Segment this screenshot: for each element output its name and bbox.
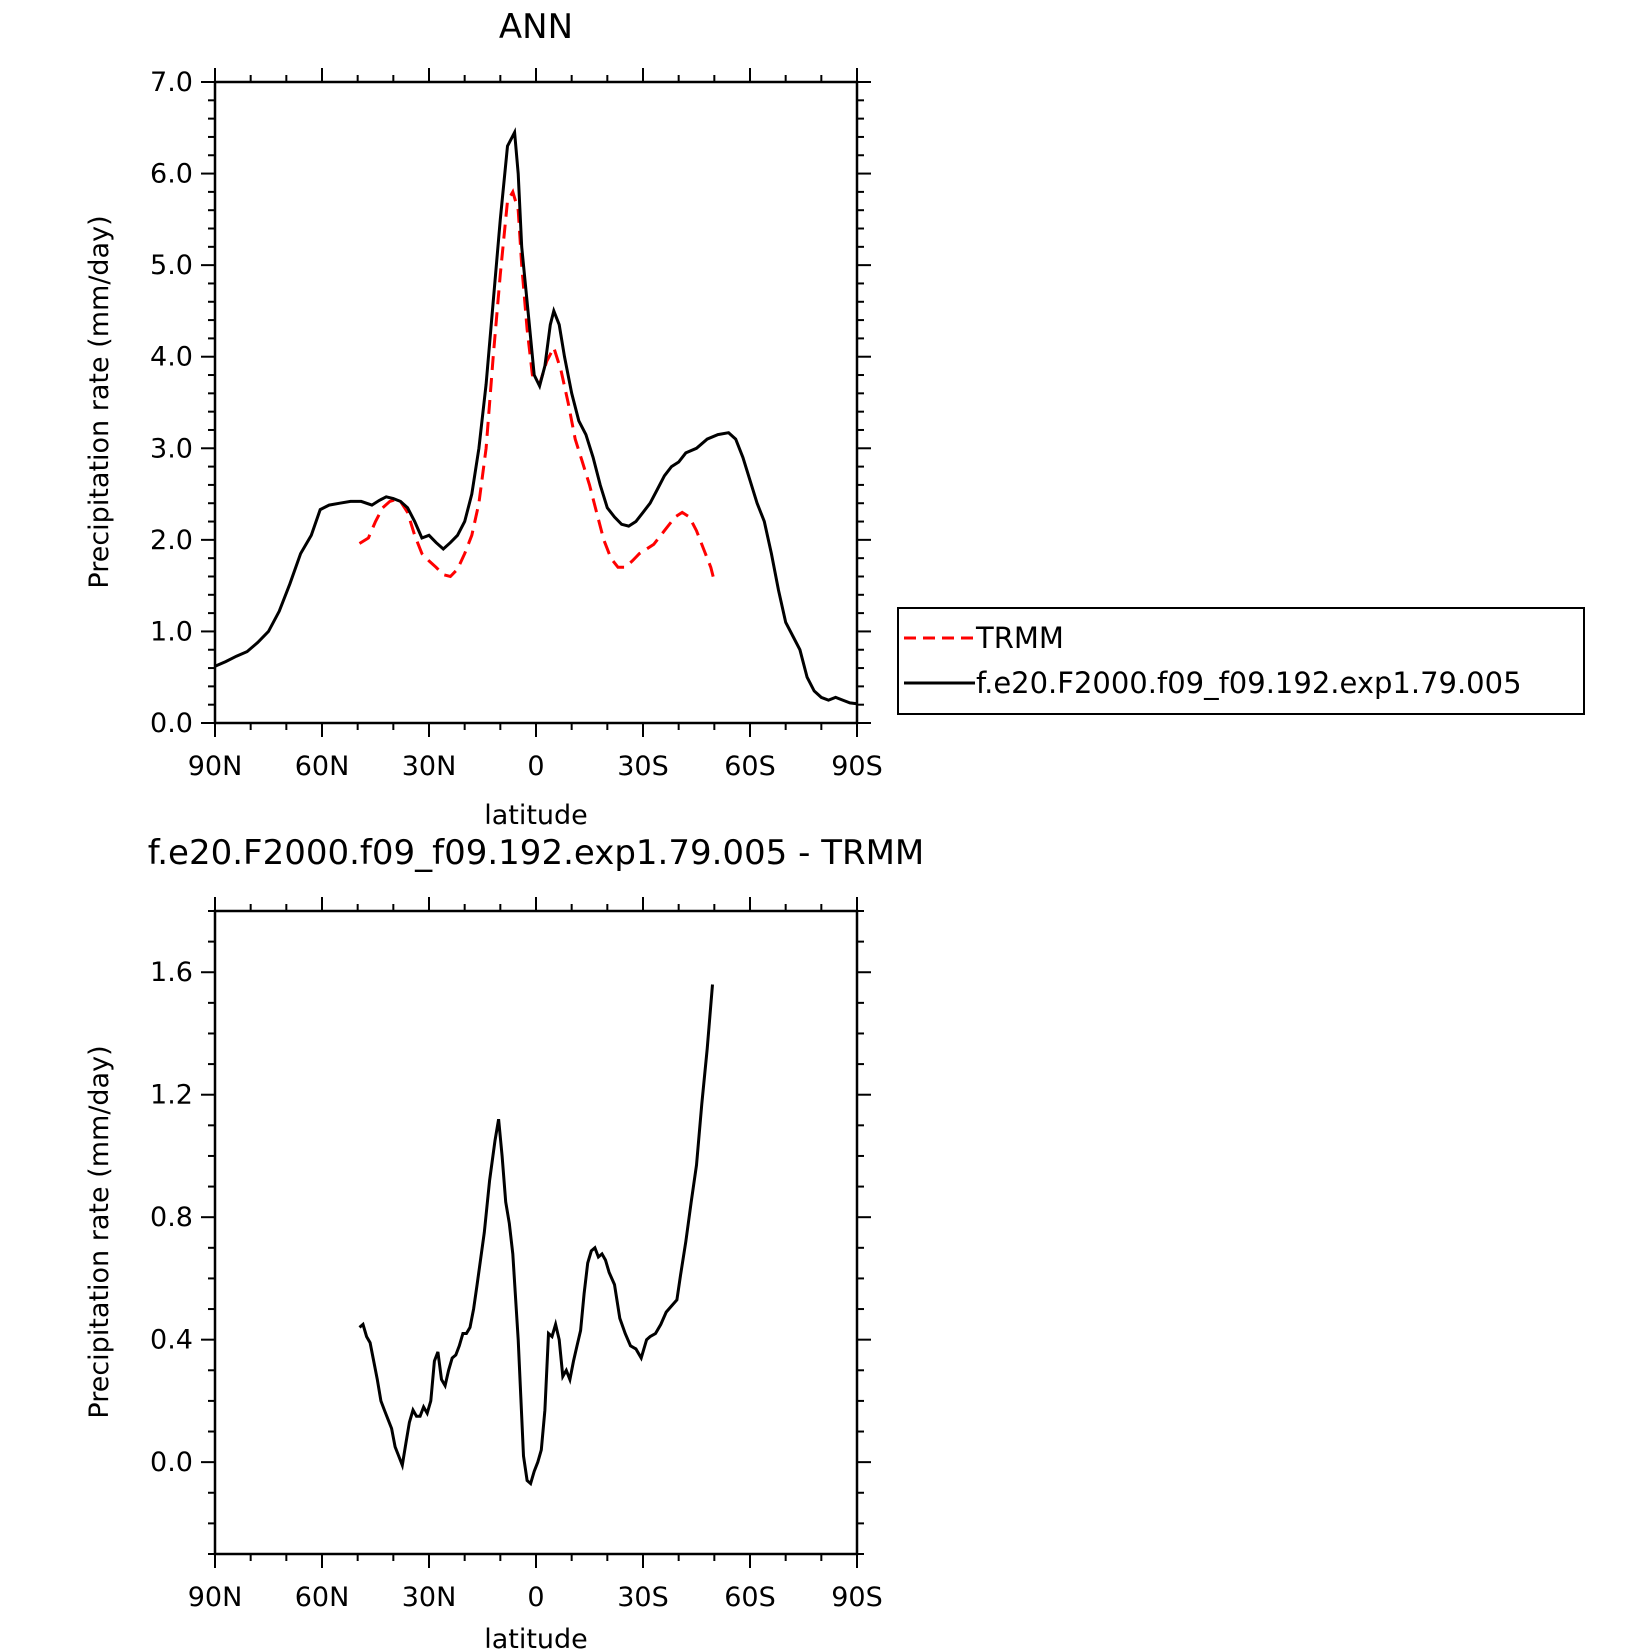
x-tick-label: 90N [188,1582,243,1613]
x-tick-label: 60S [724,1582,776,1613]
x-axis-label: latitude [484,800,588,831]
y-tick-label: 6.0 [150,159,193,190]
y-tick-label: 3.0 [150,433,193,464]
x-tick-label: 60N [295,1582,350,1613]
y-tick-labels: 0.0 1.0 2.0 3.0 4.0 5.0 6.0 7.0 [150,67,193,739]
y-tick-label: 0.8 [150,1202,193,1233]
plot-frame [213,80,859,725]
y-tick-label: 1.6 [150,957,193,988]
x-tick-label: 0 [527,1582,544,1613]
x-tick-label: 90S [831,1582,883,1613]
y-tick-label: 1.0 [150,616,193,647]
y-axis-label: Precipitation rate (mm/day) [84,215,115,588]
series-line-model [214,127,858,706]
y-tick-label: 7.0 [150,67,193,98]
x-axis-label: latitude [484,1624,588,1652]
panel-bottom: f.e20.F2000.f09_f09.192.exp1.79.005 - TR… [84,833,924,1652]
y-tick-label: 2.0 [150,525,193,556]
y-tick-label: 0.4 [150,1325,193,1356]
y-tick-label: 5.0 [150,250,193,281]
legend-label-model: f.e20.F2000.f09_f09.192.exp1.79.005 [976,666,1522,700]
x-tick-label: 0 [527,751,544,782]
x-tick-label: 30N [402,751,457,782]
y-axis-label: Precipitation rate (mm/day) [84,1045,115,1418]
plot-frame [213,909,859,1556]
x-tick-label: 90N [188,751,243,782]
y-tick-labels: 0.0 0.4 0.8 1.2 1.6 [150,957,193,1478]
x-tick-label: 90S [831,751,883,782]
tick-marks [201,68,871,737]
x-tick-label: 30N [402,1582,457,1613]
y-tick-label: 4.0 [150,342,193,373]
x-tick-label: 60N [295,751,350,782]
x-tick-label: 30S [617,1582,669,1613]
legend-label-trmm: TRMM [975,621,1064,655]
chart-title: f.e20.F2000.f09_f09.192.exp1.79.005 - TR… [148,833,925,873]
panel-top: ANN 90N 60N 30N 0 30S 60S 90S 0.0 1.0 2.… [84,7,883,831]
series-line-trmm [358,188,716,582]
tick-marks [201,897,871,1568]
y-tick-label: 0.0 [150,708,193,739]
x-tick-label: 60S [724,751,776,782]
chart-title: ANN [499,7,573,47]
x-tick-labels: 90N 60N 30N 0 30S 60S 90S [188,1582,883,1613]
legend: TRMM f.e20.F2000.f09_f09.192.exp1.79.005 [897,607,1585,715]
series-line-difference [358,984,714,1487]
y-tick-label: 0.0 [150,1447,193,1478]
x-tick-label: 30S [617,751,669,782]
legend-box [897,607,1585,715]
x-tick-labels: 90N 60N 30N 0 30S 60S 90S [188,751,883,782]
y-tick-label: 1.2 [150,1080,193,1111]
